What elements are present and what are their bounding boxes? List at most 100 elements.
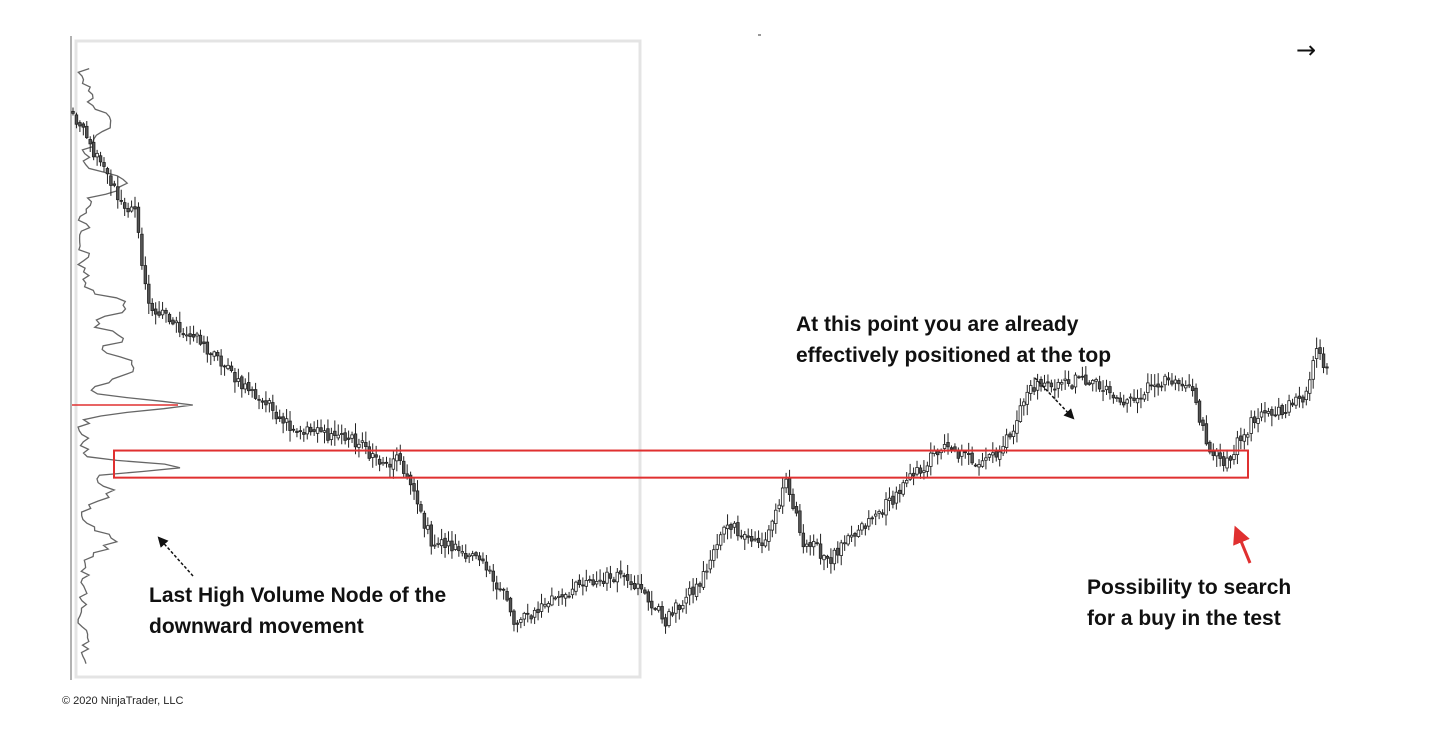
candle-body bbox=[842, 542, 847, 545]
candle bbox=[1252, 410, 1257, 429]
candle bbox=[1063, 370, 1067, 390]
candle-body bbox=[1166, 377, 1171, 381]
candle-body bbox=[1025, 391, 1029, 405]
candle bbox=[439, 528, 444, 554]
candle-body bbox=[1035, 381, 1040, 391]
candle bbox=[960, 444, 964, 466]
candle bbox=[722, 525, 726, 543]
candle bbox=[743, 531, 747, 550]
candle bbox=[505, 587, 509, 602]
candle-body bbox=[822, 555, 826, 561]
candle-body bbox=[904, 479, 909, 484]
candle bbox=[643, 587, 647, 595]
candle bbox=[922, 460, 926, 480]
candle bbox=[1159, 381, 1164, 392]
candle-body bbox=[873, 513, 878, 517]
candle-body bbox=[1156, 383, 1160, 388]
candle bbox=[1060, 379, 1064, 391]
candle-body bbox=[836, 547, 840, 556]
candle bbox=[350, 431, 354, 443]
candle bbox=[1118, 392, 1122, 406]
candle bbox=[780, 478, 785, 514]
candle bbox=[1073, 372, 1078, 394]
candle-body bbox=[260, 400, 265, 403]
candle bbox=[143, 256, 148, 290]
candle-body bbox=[129, 206, 134, 212]
candle bbox=[963, 450, 967, 459]
candle-body bbox=[219, 355, 223, 367]
candle bbox=[122, 197, 127, 216]
candle-body bbox=[805, 543, 809, 547]
candle bbox=[694, 577, 699, 601]
candle bbox=[825, 554, 830, 568]
candle-body bbox=[615, 571, 620, 583]
candle bbox=[1211, 443, 1215, 461]
candle-body bbox=[526, 612, 530, 615]
candle bbox=[577, 574, 582, 588]
candle-body bbox=[1101, 390, 1105, 392]
candle-body bbox=[153, 308, 158, 315]
candle bbox=[481, 552, 485, 564]
candle bbox=[536, 601, 540, 621]
candle bbox=[519, 617, 523, 629]
candle bbox=[770, 519, 775, 538]
candle-body bbox=[1249, 417, 1253, 434]
candle bbox=[801, 524, 806, 554]
candle-body bbox=[1015, 420, 1019, 434]
candle-body bbox=[670, 612, 675, 616]
candle bbox=[632, 575, 637, 591]
candle-body bbox=[984, 457, 988, 461]
candle bbox=[532, 607, 537, 625]
candle-body bbox=[708, 559, 713, 570]
candle bbox=[391, 450, 396, 479]
candle-body bbox=[722, 526, 726, 535]
candle-body bbox=[1132, 397, 1136, 401]
candle bbox=[584, 569, 589, 592]
candle bbox=[415, 480, 420, 514]
candle-body bbox=[1108, 386, 1112, 394]
candle-body bbox=[1180, 383, 1184, 387]
candle bbox=[1194, 383, 1198, 406]
candle-body bbox=[422, 512, 427, 529]
candle-body bbox=[929, 452, 933, 467]
candle-body bbox=[71, 110, 75, 114]
candle bbox=[1066, 370, 1071, 387]
candle-body bbox=[536, 608, 540, 614]
candle-body bbox=[243, 383, 247, 390]
candle bbox=[250, 386, 254, 398]
candle-body bbox=[612, 579, 616, 583]
candle-body bbox=[946, 442, 950, 448]
candle bbox=[1087, 380, 1091, 386]
candle bbox=[891, 490, 895, 509]
candle-body bbox=[1204, 423, 1209, 445]
candle bbox=[371, 443, 375, 468]
candle-body bbox=[860, 523, 864, 531]
candle bbox=[650, 590, 654, 616]
candle-body bbox=[1125, 399, 1129, 404]
candle-body bbox=[1184, 385, 1188, 389]
candle bbox=[539, 593, 544, 618]
candle bbox=[1256, 408, 1260, 433]
candle bbox=[309, 423, 313, 436]
candle bbox=[832, 547, 837, 571]
candle-body bbox=[508, 597, 513, 613]
candle-body bbox=[832, 549, 837, 565]
candle bbox=[698, 581, 702, 594]
candle-body bbox=[484, 561, 489, 571]
candle bbox=[904, 472, 909, 488]
candle-body bbox=[853, 533, 857, 537]
candle bbox=[233, 367, 237, 393]
candle-body bbox=[1208, 441, 1212, 453]
candle bbox=[464, 544, 468, 563]
candle-body bbox=[1139, 397, 1143, 400]
candle bbox=[419, 500, 423, 514]
candle-body bbox=[74, 114, 79, 125]
candle bbox=[894, 486, 899, 510]
candle bbox=[794, 501, 799, 517]
candle-body bbox=[1080, 375, 1085, 378]
candle bbox=[674, 599, 678, 623]
candle bbox=[708, 550, 713, 574]
candle-body bbox=[1211, 451, 1215, 456]
candle-body bbox=[1321, 353, 1326, 368]
candle-body bbox=[384, 461, 389, 464]
